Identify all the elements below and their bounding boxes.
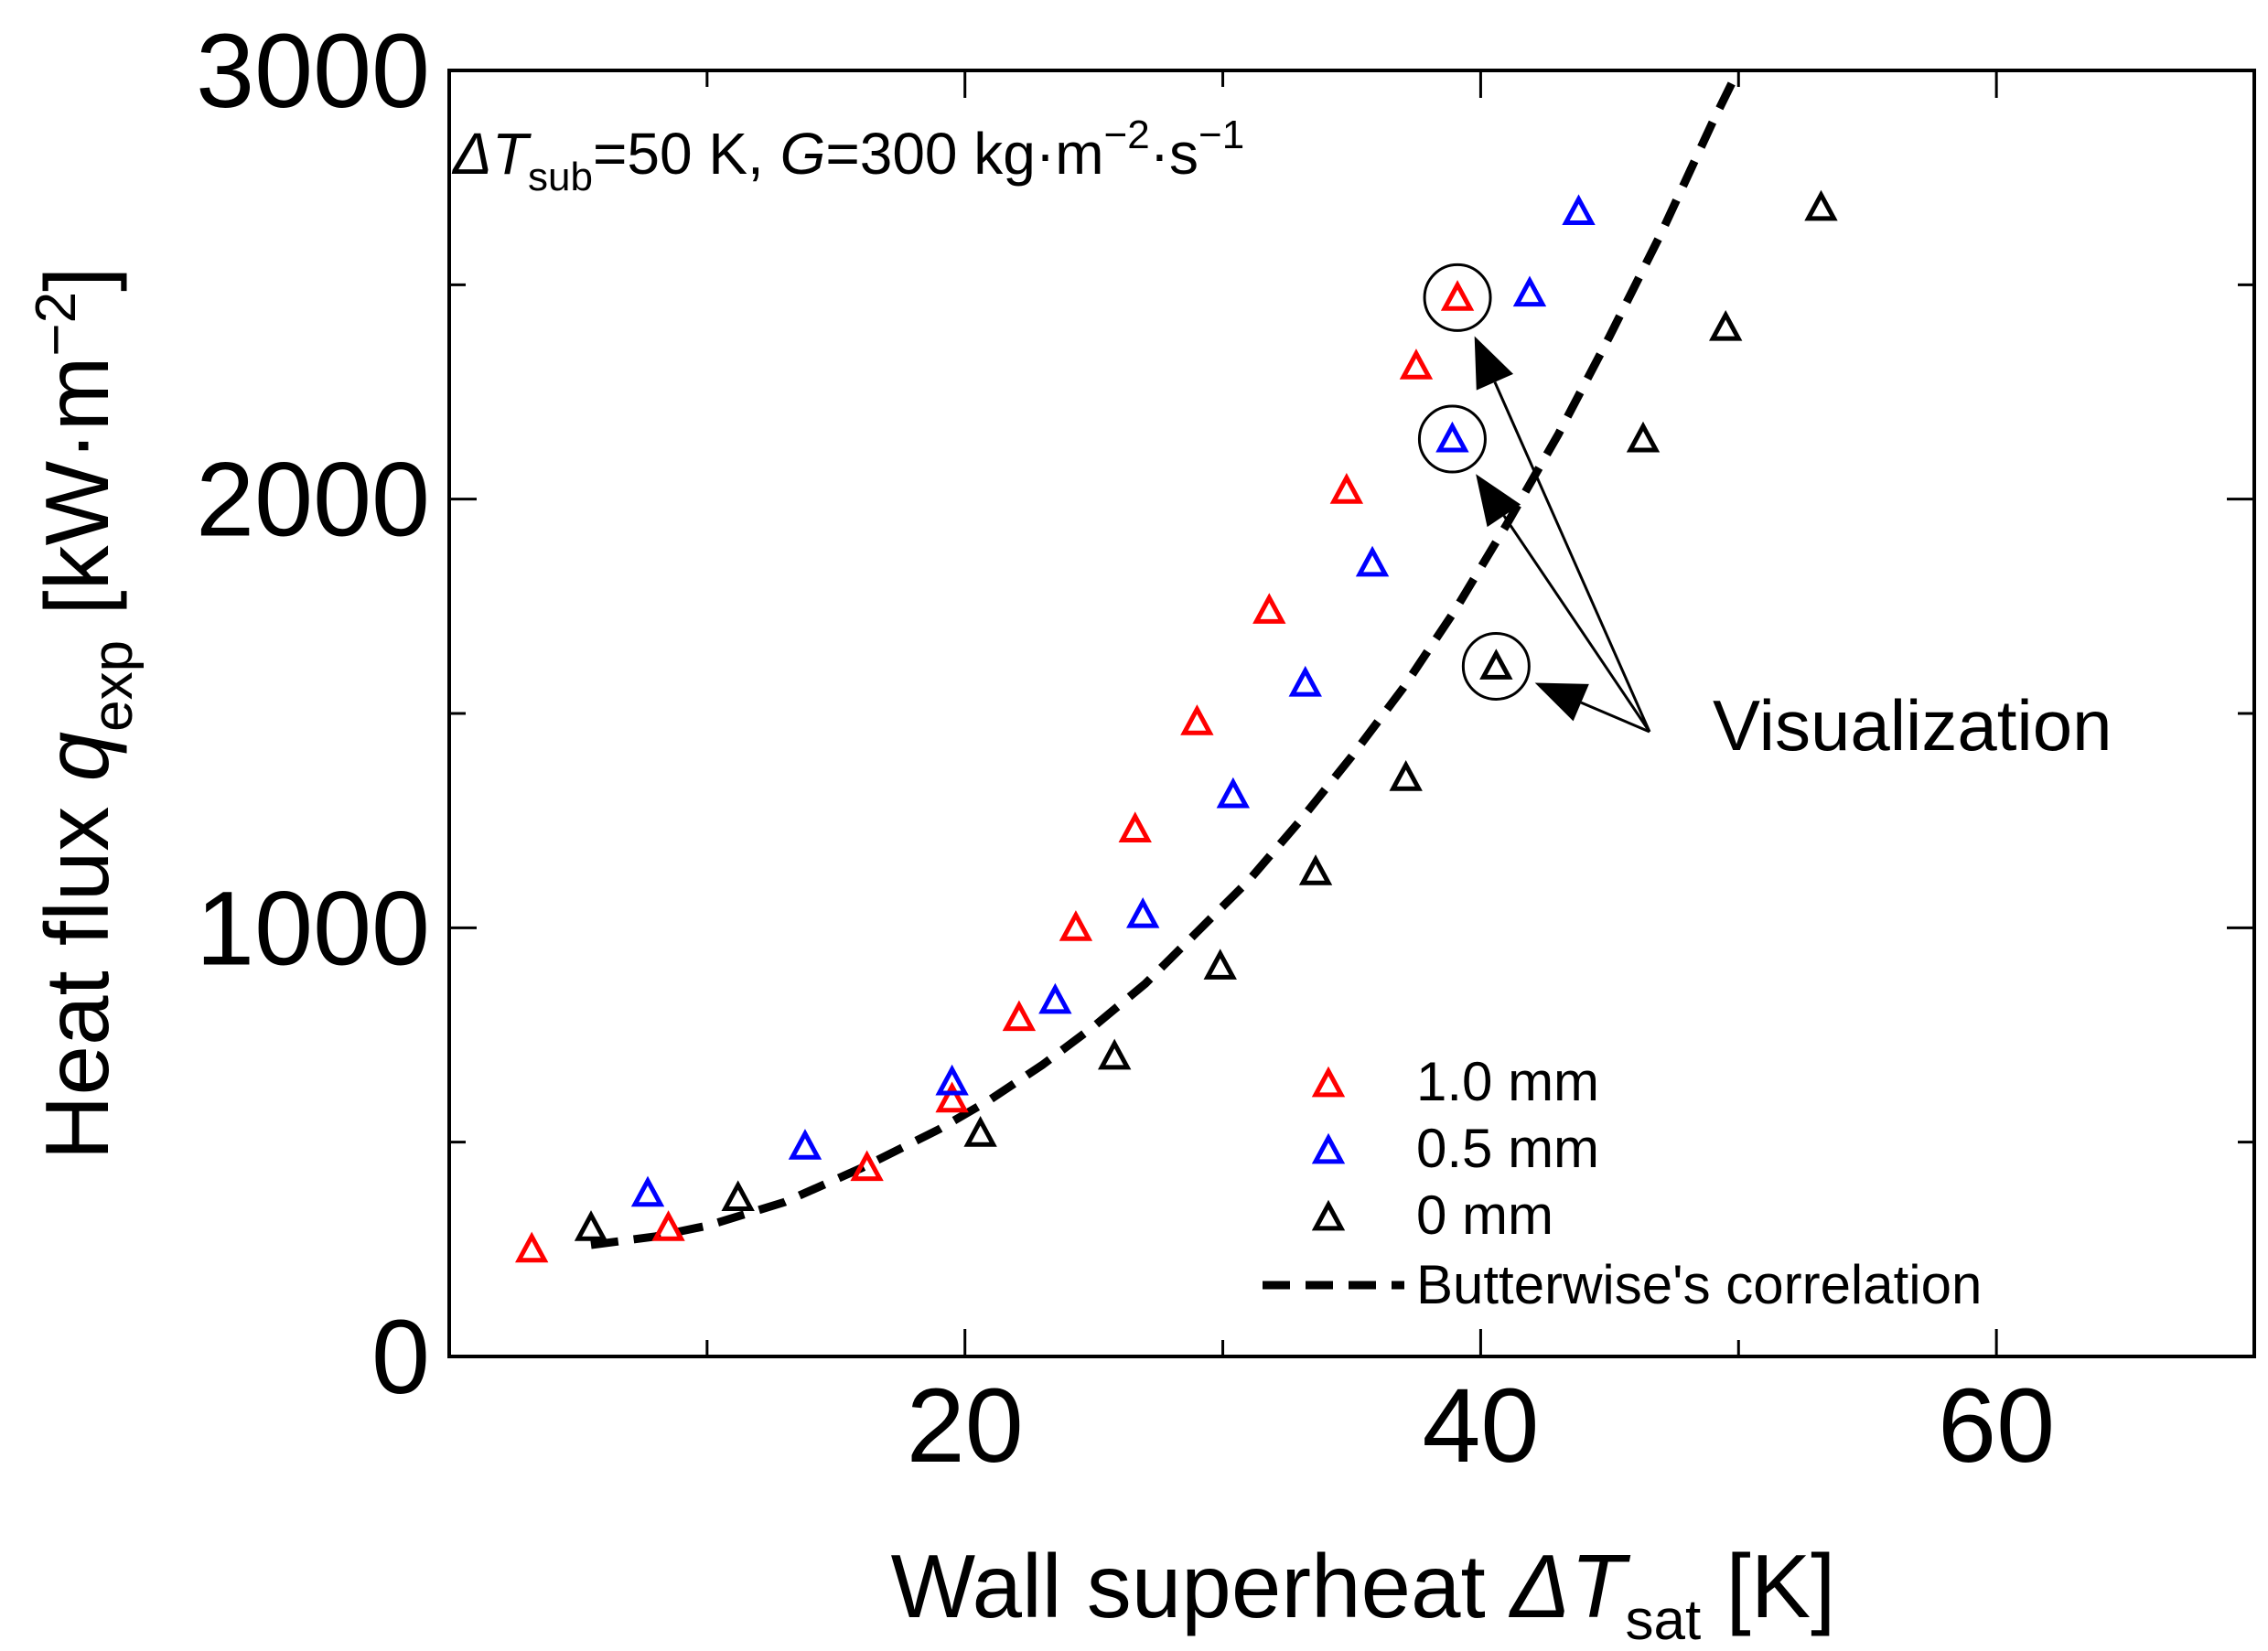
condition-note: ΔTsub=50 K, G=300 kg·m−2·s−1 — [451, 113, 1244, 199]
y-tick-label: 2000 — [196, 442, 430, 559]
data-points — [515, 189, 1838, 1263]
annotation-label: Visualization — [1713, 685, 2112, 766]
point-0mm — [1804, 189, 1838, 221]
legend-marker — [1311, 1132, 1346, 1164]
annotation-arrow — [1493, 381, 1651, 733]
x-tick-label: 60 — [1938, 1367, 2055, 1485]
point-1mm — [1118, 811, 1152, 842]
point-1mm — [935, 1081, 969, 1113]
highlight-circle — [1461, 631, 1531, 701]
point-0mm — [1097, 1038, 1132, 1070]
point-0mm — [1626, 421, 1661, 453]
annotation-arrow — [1580, 701, 1650, 734]
point-1mm — [1440, 280, 1475, 311]
point-0mm — [1708, 309, 1743, 341]
legend-marker — [1311, 1066, 1346, 1098]
point-0mm — [1389, 760, 1423, 791]
y-tick-label: 0 — [371, 1299, 430, 1416]
arrow-head — [1534, 682, 1589, 722]
y-tick-label: 1000 — [196, 870, 430, 987]
y-tick-label: 3000 — [196, 13, 430, 130]
point-1mm — [1002, 1000, 1037, 1032]
point-1mm — [515, 1231, 549, 1263]
legend-label-correlation: Butterwise's correlation — [1416, 1254, 1982, 1315]
point-05mm — [1216, 777, 1251, 809]
point-0mm — [1298, 854, 1333, 885]
point-0mm — [963, 1116, 997, 1147]
point-05mm — [1038, 982, 1072, 1014]
point-1mm — [651, 1210, 685, 1241]
point-1mm — [1329, 473, 1364, 504]
highlight-circle — [1417, 404, 1487, 474]
point-1mm — [1180, 704, 1214, 735]
legend-marker — [1311, 1199, 1346, 1231]
highlight-circle — [1423, 263, 1492, 332]
point-05mm — [1562, 194, 1596, 226]
point-1mm — [850, 1150, 884, 1182]
y-axis-title: Heat flux qexp [kW·m−2] — [25, 267, 145, 1161]
x-tick-label: 40 — [1422, 1367, 1539, 1485]
point-05mm — [630, 1175, 665, 1207]
point-05mm — [1355, 545, 1390, 577]
point-05mm — [1435, 421, 1469, 453]
point-05mm — [1288, 665, 1322, 697]
point-0mm — [574, 1210, 608, 1241]
point-0mm — [721, 1180, 755, 1211]
x-tick-label: 20 — [907, 1367, 1024, 1485]
point-1mm — [1399, 348, 1434, 380]
visualization-annotation — [1417, 263, 1651, 734]
tick-labels: 20 40 60 0 1000 2000 3000 — [196, 13, 2055, 1485]
arrow-head — [1476, 474, 1521, 528]
point-0mm — [1203, 949, 1237, 980]
x-axis-title: Wall superheat ΔTsat [K] — [891, 1536, 1836, 1651]
legend: 1.0 mm 0.5 mm 0 mm Butterwise's correlat… — [1263, 1051, 1982, 1315]
correlation-curve — [590, 69, 1742, 1249]
legend-label-05mm: 0.5 mm — [1416, 1118, 1599, 1179]
ticks — [449, 70, 2254, 1356]
point-05mm — [1126, 897, 1160, 928]
point-05mm — [935, 1064, 969, 1096]
point-05mm — [788, 1129, 822, 1160]
legend-label-0mm: 0 mm — [1416, 1185, 1553, 1246]
arrow-head — [1474, 336, 1514, 391]
point-0mm — [1479, 649, 1513, 680]
point-05mm — [1512, 275, 1547, 307]
legend-label-1mm: 1.0 mm — [1416, 1051, 1599, 1112]
point-1mm — [1252, 593, 1286, 624]
annotation-arrow — [1502, 514, 1651, 733]
point-1mm — [1059, 910, 1093, 941]
